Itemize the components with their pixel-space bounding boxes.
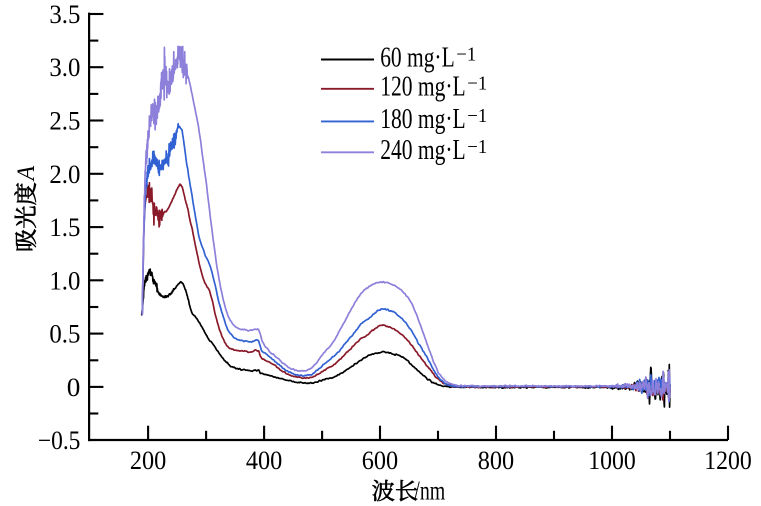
- svg-text:2.5: 2.5: [49, 107, 80, 136]
- svg-text:/nm: /nm: [414, 476, 445, 506]
- svg-text:0.5: 0.5: [49, 320, 80, 349]
- svg-text:−0.5: −0.5: [38, 426, 81, 455]
- svg-text:1000: 1000: [588, 446, 636, 475]
- svg-text:1.5: 1.5: [49, 213, 80, 242]
- svg-text:800: 800: [478, 446, 514, 475]
- svg-text:240 mg·L: 240 mg·L: [380, 135, 466, 166]
- svg-text:A: A: [11, 166, 40, 183]
- svg-text:1.0: 1.0: [49, 266, 80, 295]
- svg-text:60 mg·L: 60 mg·L: [380, 42, 455, 73]
- svg-text:200: 200: [130, 446, 166, 475]
- svg-text:−1: −1: [467, 137, 487, 158]
- svg-text:−1: −1: [467, 106, 487, 127]
- svg-text:400: 400: [246, 446, 282, 475]
- svg-text:2.0: 2.0: [49, 160, 80, 189]
- svg-text:−1: −1: [456, 44, 476, 65]
- svg-text:120 mg·L: 120 mg·L: [380, 72, 466, 103]
- svg-text:180 mg·L: 180 mg·L: [380, 104, 466, 135]
- svg-text:3.5: 3.5: [49, 0, 80, 29]
- svg-text:1200: 1200: [704, 446, 752, 475]
- svg-text:3.0: 3.0: [49, 53, 80, 82]
- svg-text:600: 600: [362, 446, 398, 475]
- svg-text:0: 0: [67, 373, 81, 402]
- svg-text:−1: −1: [467, 74, 487, 95]
